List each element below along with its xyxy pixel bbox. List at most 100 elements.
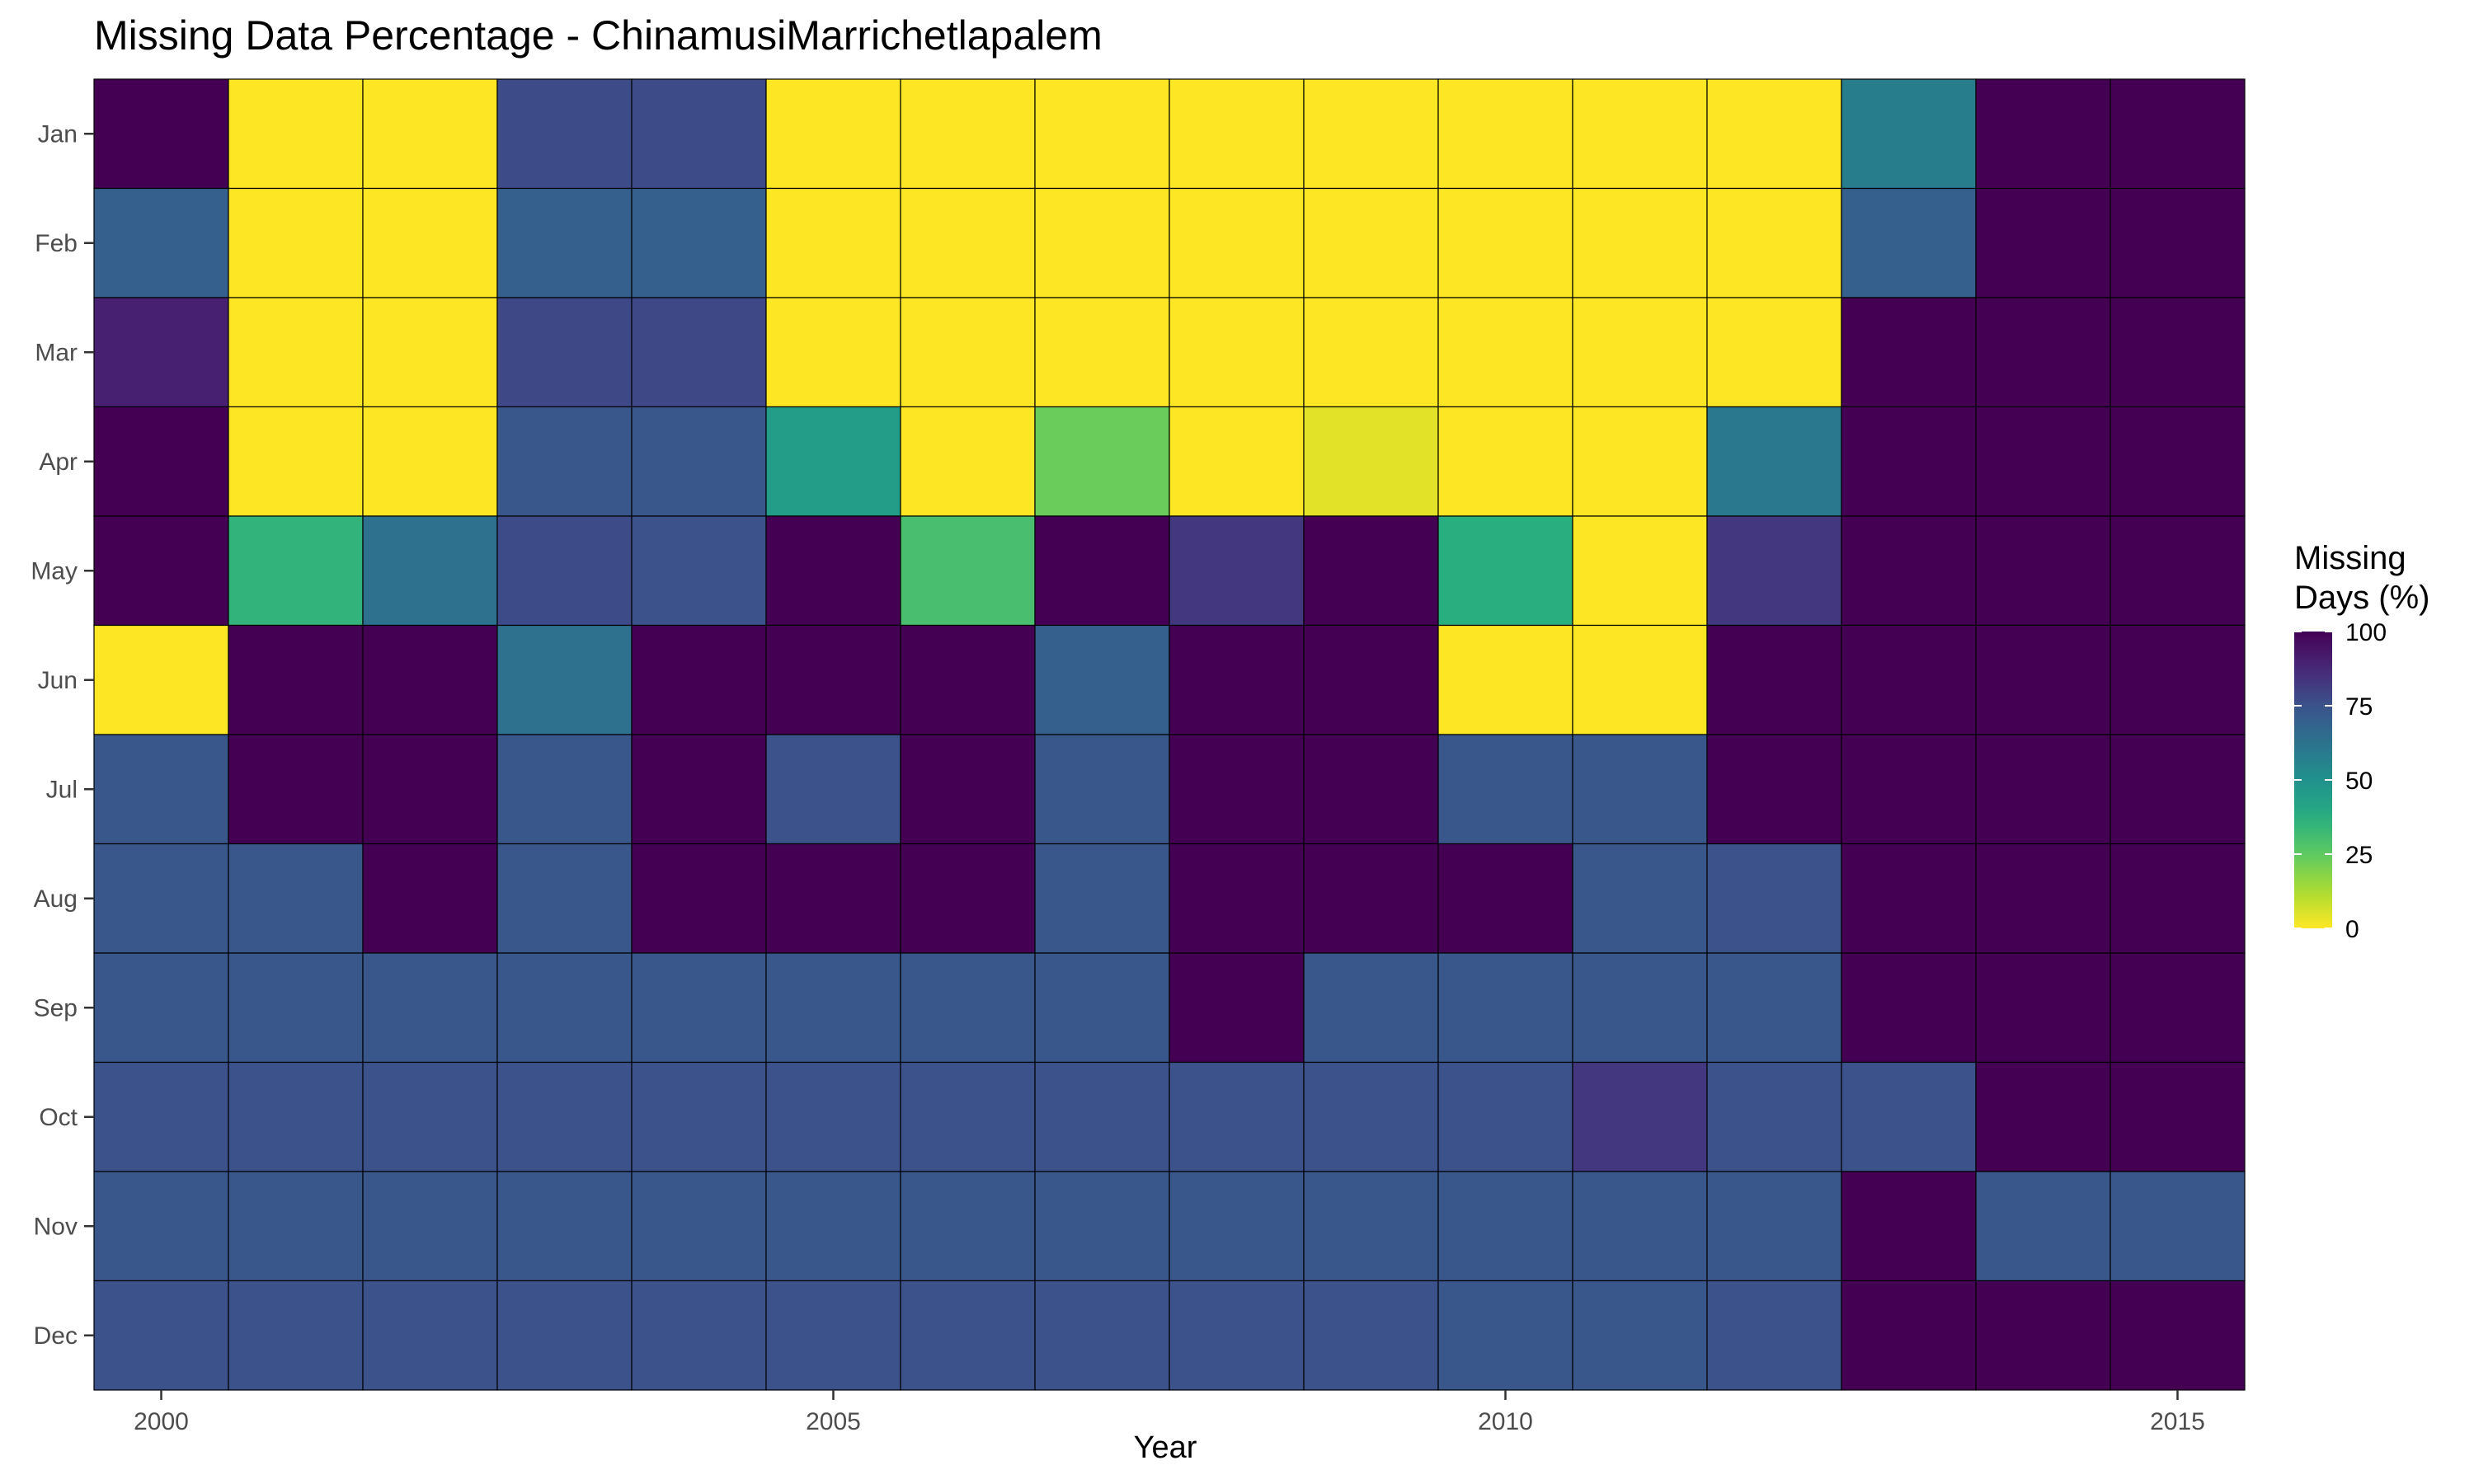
heatmap-cell — [1437, 1171, 1573, 1282]
heatmap-cell — [765, 1061, 901, 1172]
heatmap-cell — [496, 297, 633, 408]
heatmap-cell — [1034, 515, 1170, 627]
heatmap-cell — [765, 187, 901, 298]
heatmap-cell — [1706, 1061, 1842, 1172]
heatmap-cell — [1169, 78, 1305, 190]
heatmap-cell — [1303, 952, 1439, 1064]
heatmap-cell — [1303, 406, 1439, 517]
heatmap-cell — [900, 78, 1036, 190]
heatmap-cell — [1034, 187, 1170, 298]
heatmap-cell — [631, 297, 767, 408]
heatmap-cell — [2109, 78, 2246, 190]
heatmap-cell — [93, 843, 229, 954]
heatmap-cell — [1303, 515, 1439, 627]
heatmap-cell — [2109, 297, 2246, 408]
heatmap-cell — [1706, 1171, 1842, 1282]
heatmap-cell — [631, 1171, 767, 1282]
heatmap-cell — [1975, 297, 2111, 408]
heatmap-cell — [93, 952, 229, 1064]
heatmap-cell — [900, 187, 1036, 298]
heatmap-cell — [900, 843, 1036, 954]
heatmap-cell — [362, 515, 498, 627]
heatmap-cell — [765, 515, 901, 627]
x-axis-title: Year — [1134, 1430, 1197, 1465]
heatmap-cell — [1169, 734, 1305, 845]
heatmap-cell — [1169, 1061, 1305, 1172]
heatmap-cell — [1572, 297, 1708, 408]
heatmap-cell — [1572, 187, 1708, 298]
heatmap-cell — [1303, 187, 1439, 298]
heatmap-cell — [900, 1171, 1036, 1282]
heatmap-cell — [1706, 734, 1842, 845]
heatmap-cell — [1303, 78, 1439, 190]
heatmap-cell — [1572, 952, 1708, 1064]
heatmap-cell — [1975, 1061, 2111, 1172]
heatmap-cell — [1706, 406, 1842, 517]
heatmap-cell — [900, 624, 1036, 735]
heatmap-cell — [228, 187, 364, 298]
y-tick-label: Apr — [39, 448, 78, 476]
heatmap-cell — [765, 624, 901, 735]
heatmap-cell — [1303, 297, 1439, 408]
heatmap-cell — [93, 1061, 229, 1172]
heatmap-cell — [1437, 952, 1573, 1064]
heatmap-cell — [496, 624, 633, 735]
y-tick-label: Nov — [34, 1213, 78, 1240]
heatmap-cell — [362, 734, 498, 845]
heatmap-cell — [1572, 1280, 1708, 1391]
heatmap-cell — [2109, 1280, 2246, 1391]
heatmap-cell — [1034, 952, 1170, 1064]
heatmap-cell — [1572, 734, 1708, 845]
legend-title-line2: Days (%) — [2294, 580, 2429, 616]
heatmap-cell — [1169, 843, 1305, 954]
heatmap-cell — [1437, 297, 1573, 408]
heatmap-cell — [1975, 187, 2111, 298]
heatmap-cell — [228, 406, 364, 517]
heatmap-cell — [496, 843, 633, 954]
heatmap-cell — [1169, 515, 1305, 627]
heatmap-cell — [2109, 187, 2246, 298]
heatmap-cell — [362, 297, 498, 408]
heatmap-cell — [1706, 515, 1842, 627]
heatmap-cell — [1572, 515, 1708, 627]
heatmap-cell — [1706, 952, 1842, 1064]
heatmap-cell — [1437, 187, 1573, 298]
heatmap-cell — [362, 78, 498, 190]
heatmap-cell — [1437, 515, 1573, 627]
heatmap-cell — [362, 1061, 498, 1172]
heatmap-cell — [765, 406, 901, 517]
heatmap-cell — [1303, 843, 1439, 954]
heatmap-cell — [2109, 1171, 2246, 1282]
heatmap-cell — [1572, 1171, 1708, 1282]
heatmap-cell — [496, 515, 633, 627]
heatmap-cell — [362, 624, 498, 735]
heatmap-cell — [1841, 952, 1977, 1064]
heatmap-cell — [1841, 734, 1977, 845]
heatmap-cell — [496, 952, 633, 1064]
heatmap-cell — [93, 187, 229, 298]
x-tick-label: 2015 — [2150, 1408, 2205, 1435]
heatmap-cell — [362, 406, 498, 517]
heatmap-cell — [1841, 406, 1977, 517]
heatmap-cell — [1975, 78, 2111, 190]
heatmap-cell — [1437, 1061, 1573, 1172]
heatmap-cell — [900, 952, 1036, 1064]
heatmap-cell — [631, 515, 767, 627]
heatmap-cell — [1034, 1061, 1170, 1172]
heatmap-cell — [1841, 1171, 1977, 1282]
heatmap-cell — [1303, 1171, 1439, 1282]
heatmap-cell — [228, 1061, 364, 1172]
heatmap-cell — [1303, 624, 1439, 735]
heatmap-cell — [1975, 952, 2111, 1064]
heatmap-cell — [1303, 1280, 1439, 1391]
heatmap-cell — [2109, 515, 2246, 627]
heatmap-cell — [1572, 624, 1708, 735]
x-tick-label: 2010 — [1478, 1408, 1533, 1435]
heatmap-cell — [1841, 515, 1977, 627]
heatmap-cell — [496, 734, 633, 845]
heatmap-cell — [1975, 1280, 2111, 1391]
legend-title-line1: Missing — [2294, 540, 2406, 576]
heatmap-cell — [765, 843, 901, 954]
heatmap-cell — [1841, 624, 1977, 735]
